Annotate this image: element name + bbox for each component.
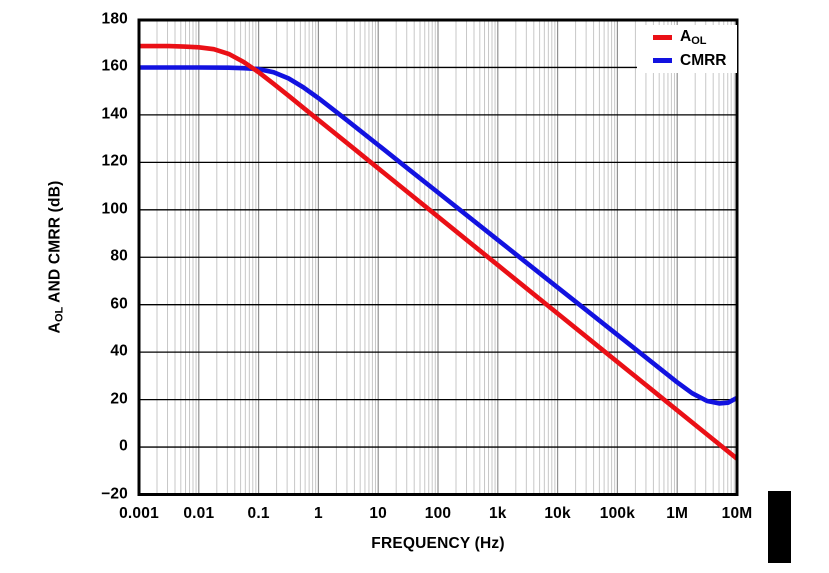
x-tick-label: 1	[313, 505, 323, 522]
y-tick-label: 100	[101, 200, 128, 218]
x-tick-label: 100	[424, 505, 452, 522]
curve-aol	[139, 43, 739, 461]
legend-swatch-aol-dash	[653, 35, 672, 40]
legend-swatch-cmrr-dash	[653, 58, 672, 63]
x-tick-label: 1k	[488, 505, 507, 522]
x-tick-label: 0.01	[183, 505, 215, 522]
page-edge-marker	[768, 491, 791, 563]
legend-label-cmrr: CMRR	[680, 51, 727, 69]
y-tick-label: 80	[110, 247, 128, 265]
x-tick-label: 0.001	[119, 505, 159, 522]
y-tick-label: −20	[101, 485, 128, 503]
x-tick-label: 10	[369, 505, 388, 522]
legend-item-aol: AOL	[637, 26, 737, 49]
curve-cmrr	[139, 65, 739, 406]
x-tick-label: 1M	[666, 505, 689, 522]
legend-item-cmrr: CMRR	[637, 49, 737, 72]
legend: AOL CMRR	[637, 25, 737, 73]
y-tick-label: 160	[101, 58, 128, 76]
x-tick-label: 10k	[544, 505, 571, 522]
y-axis-title: AOL AND CMRR (dB)	[46, 180, 66, 334]
y-tick-label: 120	[101, 152, 128, 170]
y-tick-label: 20	[110, 390, 128, 408]
y-tick-label: 140	[101, 105, 128, 123]
y-tick-label: 60	[110, 295, 128, 313]
y-tick-label: 180	[101, 10, 128, 28]
legend-label-aol: AOL	[680, 27, 707, 47]
x-tick-label: 0.1	[247, 505, 270, 522]
plot-frame	[137, 18, 739, 496]
x-tick-label: 10M	[721, 505, 753, 522]
y-tick-label: 0	[119, 437, 128, 455]
x-tick-label: 100k	[599, 505, 636, 522]
x-axis-title: FREQUENCY (Hz)	[371, 535, 505, 552]
y-tick-label: 40	[110, 342, 128, 360]
